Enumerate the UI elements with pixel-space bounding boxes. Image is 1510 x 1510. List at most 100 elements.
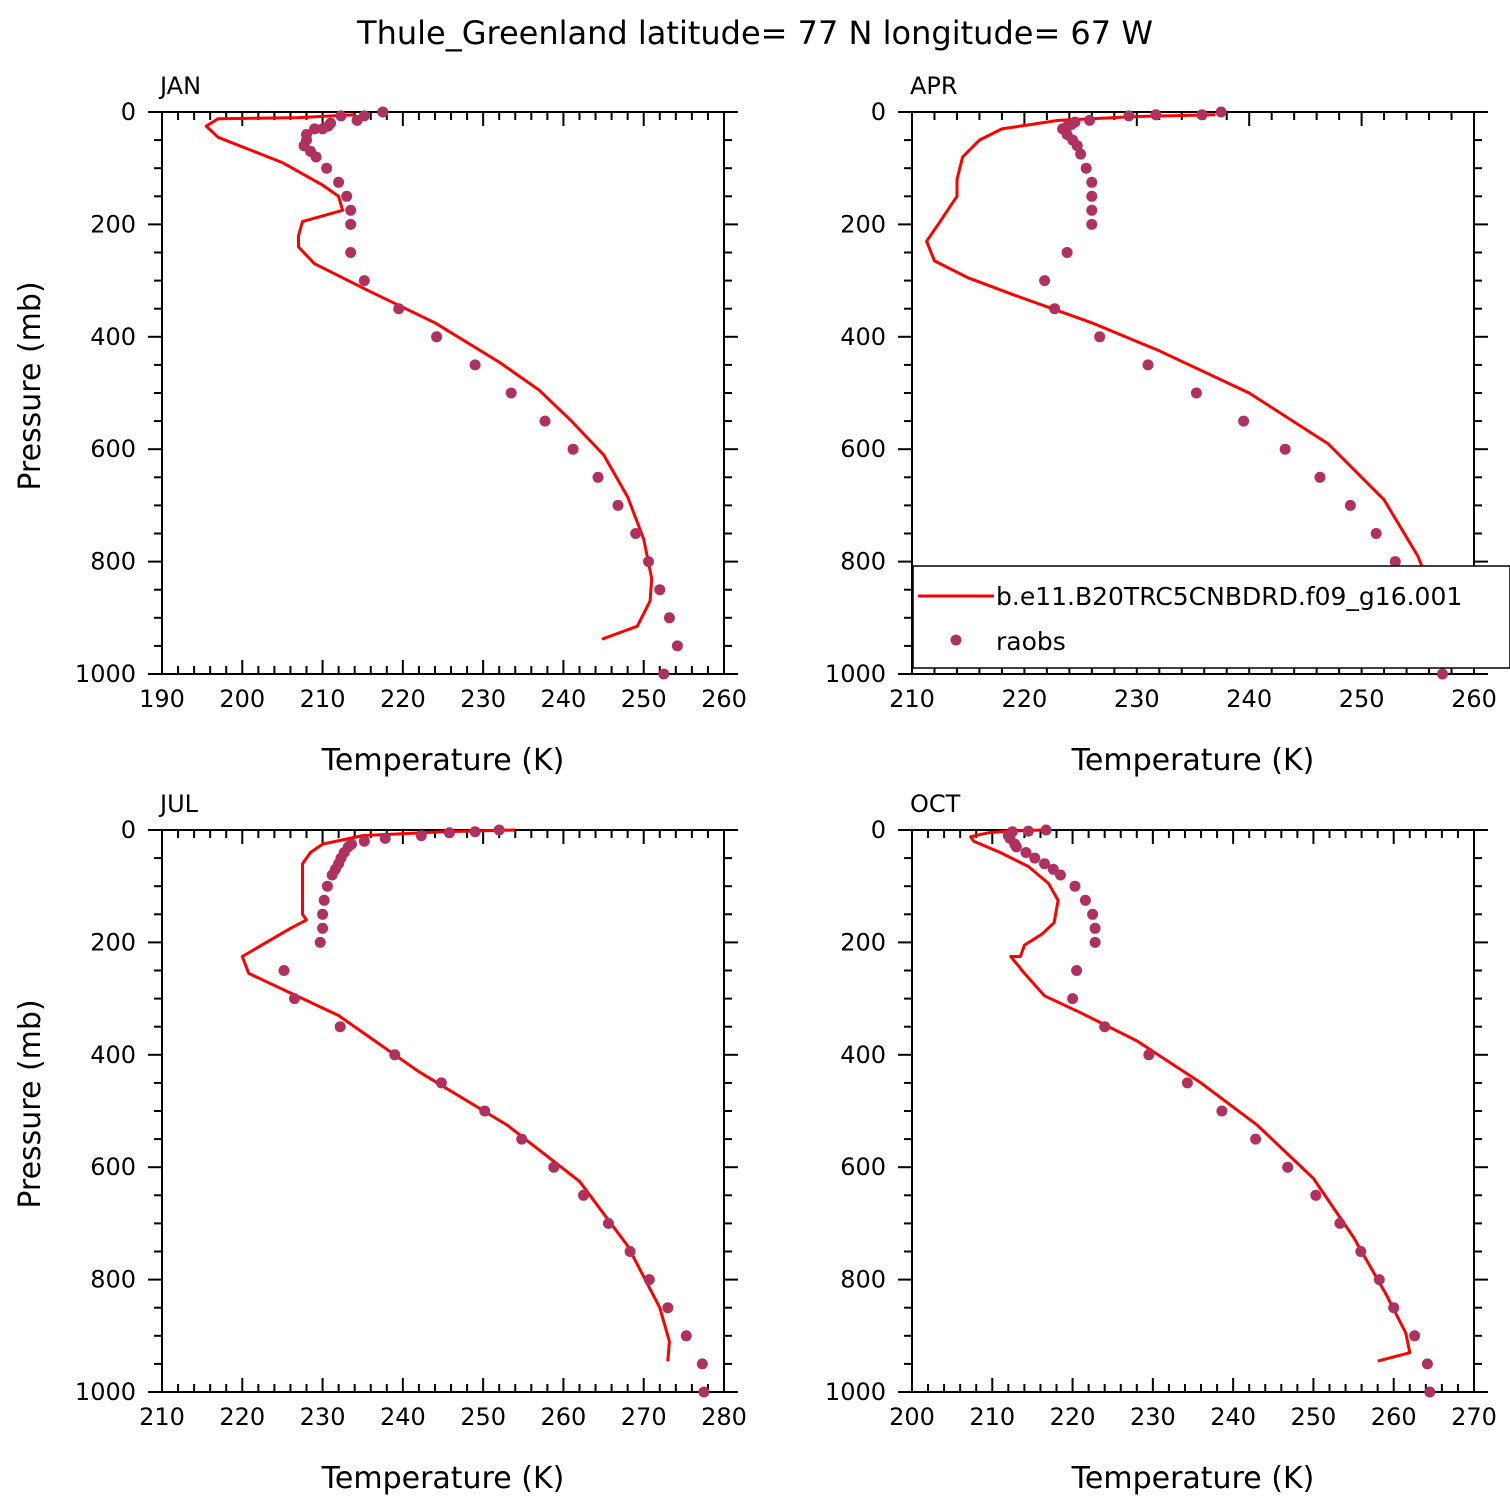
legend-obs-marker [950, 634, 962, 646]
raobs-point [289, 993, 300, 1005]
raobs-point [317, 123, 329, 135]
panel-label: JAN [158, 72, 201, 100]
x-tick-label: 210 [969, 1403, 1015, 1431]
x-tick-label: 270 [1451, 1403, 1497, 1431]
raobs-point [1049, 303, 1061, 315]
raobs-point [321, 880, 333, 892]
x-tick-label: 250 [1339, 685, 1385, 713]
raobs-point [1150, 109, 1162, 121]
raobs-point [1067, 993, 1079, 1005]
plot-area: 210 220 230 240 250 260 270 280 0 200 400 600 800 100… [75, 816, 747, 1431]
x-tick-label: 250 [460, 1403, 506, 1431]
raobs-point [435, 1077, 447, 1089]
x-tick-label: 260 [1371, 1403, 1417, 1431]
raobs-point [479, 1105, 491, 1117]
raobs-point [1282, 1161, 1294, 1173]
raobs-point [1373, 1274, 1385, 1286]
raobs-point [1181, 1077, 1193, 1089]
raobs-point [624, 1246, 636, 1257]
x-axis-title: Temperature (K) [321, 1461, 565, 1496]
y-tick-label: 600 [840, 1153, 886, 1181]
panel-oct: OCT 200 210 220 230 240 250 260 270 0 200 400 600 80… [825, 790, 1497, 1496]
y-tick-label: 200 [840, 928, 886, 956]
raobs-point [1310, 1189, 1322, 1201]
y-tick-label: 1000 [825, 1378, 886, 1406]
legend-obs-label: raobs [996, 627, 1066, 656]
raobs-point [1040, 824, 1052, 836]
x-tick-label: 260 [701, 685, 747, 713]
y-tick-label: 0 [121, 816, 136, 844]
x-axis-title: Temperature (K) [1071, 743, 1315, 778]
raobs-point [389, 1049, 401, 1061]
raobs-point [567, 443, 579, 455]
x-tick-label: 240 [1210, 1403, 1256, 1431]
y-axis-title: Pressure (mb) [13, 281, 48, 490]
raobs-point [1238, 415, 1250, 427]
x-tick-label: 190 [139, 685, 185, 713]
raobs-point [696, 1358, 708, 1370]
x-tick-label: 230 [1114, 685, 1160, 713]
raobs-point [1370, 528, 1382, 539]
x-tick-label: 220 [1050, 1403, 1096, 1431]
raobs-point [662, 1302, 674, 1314]
y-tick-label: 200 [90, 210, 136, 238]
raobs-point [317, 922, 329, 934]
raobs-point [1029, 852, 1041, 864]
y-tick-label: 800 [90, 548, 136, 576]
x-tick-label: 240 [380, 1403, 426, 1431]
raobs-point [1190, 387, 1202, 399]
raobs-point [1344, 499, 1356, 511]
y-tick-label: 600 [840, 435, 886, 463]
x-tick-label: 260 [541, 1403, 587, 1431]
raobs-point [1022, 825, 1034, 837]
legend-box [912, 565, 1510, 669]
plot-area: 190 200 210 220 230 240 250 260 0 200 400 600 800 100… [75, 98, 747, 713]
raobs-point [318, 894, 330, 906]
raobs-point [317, 908, 329, 920]
legend: b.e11.B20TRC5CNBDRD.f09_g16.001 raobs [912, 565, 1510, 669]
raobs-point [493, 824, 505, 836]
y-tick-label: 800 [840, 548, 886, 576]
raobs-point [351, 114, 363, 126]
raobs-point [548, 1161, 560, 1173]
raobs-point [345, 218, 357, 230]
raobs-point [1084, 114, 1096, 126]
raobs-point [578, 1189, 589, 1201]
panel-label: JUL [158, 790, 199, 818]
x-tick-label: 200 [889, 1403, 935, 1431]
raobs-point [393, 303, 405, 315]
raobs-point [1039, 858, 1050, 870]
y-tick-label: 1000 [75, 660, 136, 688]
raobs-point [309, 123, 320, 135]
raobs-point [516, 1133, 528, 1145]
raobs-point [1389, 556, 1401, 568]
raobs-point [654, 584, 666, 596]
raobs-point [1089, 922, 1101, 934]
raobs-point [341, 190, 353, 202]
raobs-point [1075, 148, 1087, 160]
raobs-point [1086, 176, 1098, 188]
plot-area: 200 210 220 230 240 250 260 270 0 200 400 600 800 100… [825, 816, 1497, 1431]
x-tick-label: 200 [219, 685, 265, 713]
raobs-point [1061, 247, 1073, 258]
raobs-point [643, 556, 654, 568]
x-tick-label: 220 [219, 1403, 265, 1431]
raobs-point [1314, 471, 1326, 483]
raobs-point [278, 965, 290, 976]
raobs-point [379, 832, 391, 844]
model-profile-line [925, 113, 1440, 645]
x-tick-label: 230 [300, 1403, 346, 1431]
raobs-point [1080, 162, 1092, 174]
y-tick-label: 600 [90, 1153, 136, 1181]
model-profile-line [204, 113, 654, 641]
raobs-point [1421, 1358, 1433, 1370]
raobs-point [602, 1217, 614, 1229]
x-tick-label: 210 [300, 685, 346, 713]
raobs-point [1279, 443, 1291, 455]
y-tick-label: 0 [871, 98, 886, 126]
raobs-point [1355, 1246, 1367, 1257]
raobs-point [443, 827, 455, 839]
raobs-point [1142, 359, 1154, 371]
raobs-point [1010, 841, 1022, 853]
raobs-point [1089, 936, 1101, 948]
